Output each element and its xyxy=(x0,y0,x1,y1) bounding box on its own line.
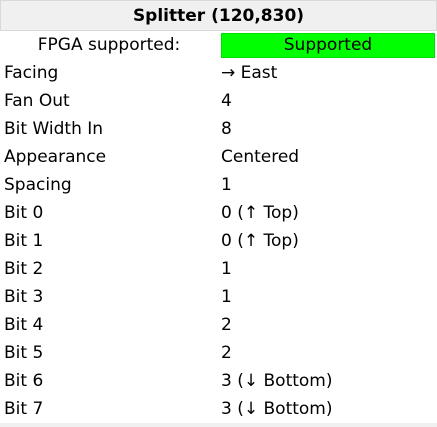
attribute-value[interactable]: 3 (↓ Bottom) xyxy=(221,399,333,419)
attribute-value[interactable]: 0 (↑ Top) xyxy=(221,203,299,223)
attribute-label: Bit 5 xyxy=(4,343,44,363)
attribute-row-bit-1[interactable]: Bit 1 0 (↑ Top) xyxy=(0,227,437,255)
attribute-label: Appearance xyxy=(4,147,107,167)
attribute-row-bit-2[interactable]: Bit 2 1 xyxy=(0,255,437,283)
attribute-label: Bit 2 xyxy=(4,259,44,279)
attribute-row-bit-4[interactable]: Bit 4 2 xyxy=(0,311,437,339)
attribute-label: Bit 7 xyxy=(4,399,44,419)
attribute-value[interactable]: 4 xyxy=(221,91,232,111)
fpga-support-row: FPGA supported: Supported xyxy=(0,31,437,59)
attribute-label: Bit Width In xyxy=(4,119,104,139)
attribute-table: Facing → East Fan Out 4 Bit Width In 8 A… xyxy=(0,59,437,423)
attribute-label: Bit 3 xyxy=(4,287,44,307)
attribute-row-bit-6[interactable]: Bit 6 3 (↓ Bottom) xyxy=(0,367,437,395)
attribute-row-facing[interactable]: Facing → East xyxy=(0,59,437,87)
attribute-value[interactable]: 2 xyxy=(221,343,232,363)
panel-bottom-edge xyxy=(0,423,437,427)
fpga-support-status: Supported xyxy=(221,32,435,58)
panel-title: Splitter (120,830) xyxy=(0,0,437,31)
attribute-row-bit-0[interactable]: Bit 0 0 (↑ Top) xyxy=(0,199,437,227)
attribute-row-fan-out[interactable]: Fan Out 4 xyxy=(0,87,437,115)
attribute-row-bit-5[interactable]: Bit 5 2 xyxy=(0,339,437,367)
attribute-row-bit-7[interactable]: Bit 7 3 (↓ Bottom) xyxy=(0,395,437,423)
attribute-row-bit-width-in[interactable]: Bit Width In 8 xyxy=(0,115,437,143)
attribute-value[interactable]: Centered xyxy=(221,147,300,167)
attribute-label: Bit 1 xyxy=(4,231,44,251)
attribute-value[interactable]: 3 (↓ Bottom) xyxy=(221,371,333,391)
attribute-label: Spacing xyxy=(4,175,72,195)
attribute-value[interactable]: 1 xyxy=(221,259,232,279)
attribute-value[interactable]: 8 xyxy=(221,119,232,139)
fpga-support-label: FPGA supported: xyxy=(37,35,181,55)
attribute-row-bit-3[interactable]: Bit 3 1 xyxy=(0,283,437,311)
attribute-row-spacing[interactable]: Spacing 1 xyxy=(0,171,437,199)
attribute-row-appearance[interactable]: Appearance Centered xyxy=(0,143,437,171)
attribute-value[interactable]: 1 xyxy=(221,287,232,307)
attribute-label: Bit 6 xyxy=(4,371,44,391)
attribute-value[interactable]: → East xyxy=(221,63,278,83)
attribute-label: Facing xyxy=(4,63,59,83)
attribute-value[interactable]: 1 xyxy=(221,175,232,195)
attribute-value[interactable]: 2 xyxy=(221,315,232,335)
attribute-label: Bit 0 xyxy=(4,203,44,223)
attribute-label: Fan Out xyxy=(4,91,70,111)
attribute-label: Bit 4 xyxy=(4,315,44,335)
attribute-value[interactable]: 0 (↑ Top) xyxy=(221,231,299,251)
